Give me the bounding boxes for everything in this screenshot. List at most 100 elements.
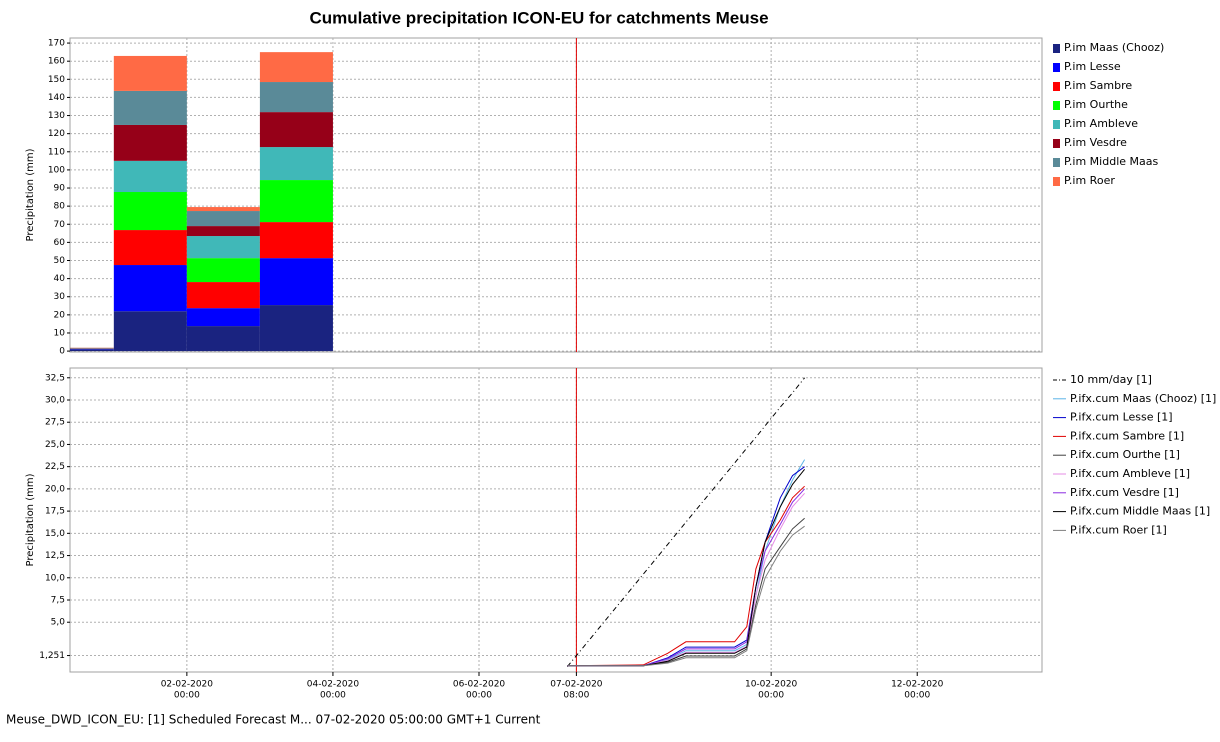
bar-segment — [113, 124, 187, 161]
bar-segment — [113, 90, 187, 125]
legend-label: 10 mm/day [1] — [1070, 373, 1152, 386]
bar-segment — [259, 222, 333, 259]
bar-segment — [186, 308, 260, 327]
x-tick-label: 00:00 — [758, 691, 784, 701]
legend-swatch — [1053, 63, 1060, 72]
y-tick-label: 7,5 — [51, 596, 65, 606]
y-tick-label: 32,5 — [45, 373, 65, 383]
bar-segment — [70, 348, 114, 350]
bar-segment — [186, 236, 260, 259]
y-tick-label: 170 — [48, 39, 65, 49]
legend-swatch — [1053, 158, 1060, 167]
bar-segment — [186, 207, 260, 212]
bar-segment — [186, 258, 260, 283]
chart-title: Cumulative precipitation ICON-EU for cat… — [309, 8, 768, 27]
y-tick-label: 25,0 — [45, 440, 65, 450]
y-tick-label: 1,251 — [39, 651, 65, 661]
legend-label: P.ifx.cum Vesdre [1] — [1070, 486, 1179, 499]
x-tick-label: 00:00 — [904, 691, 930, 701]
series-line — [567, 468, 805, 667]
legend-label: P.ifx.cum Maas (Chooz) [1] — [1070, 392, 1216, 405]
y-tick-label: 10 — [54, 328, 66, 338]
series-line — [567, 525, 805, 667]
y-tick-label: 22,5 — [45, 462, 65, 472]
x-tick-label: 08:00 — [563, 691, 589, 701]
legend-swatch — [1053, 101, 1060, 110]
y-tick-label: 27,5 — [45, 418, 65, 428]
legend-swatch — [1053, 82, 1060, 91]
y-tick-label: 5,0 — [51, 618, 66, 628]
y-tick-label: 90 — [54, 184, 66, 194]
bar-segment — [259, 112, 333, 148]
y-axis-label: Precipitation (mm) — [25, 473, 36, 566]
legend-label: P.im Ambleve — [1064, 117, 1138, 130]
bar-segment — [113, 55, 187, 91]
y-tick-label: 17,5 — [45, 507, 65, 517]
y-tick-label: 15,0 — [45, 529, 65, 539]
y-axis-label: Precipitation (mm) — [25, 148, 36, 241]
y-tick-label: 0 — [59, 347, 65, 357]
bar-segment — [259, 52, 333, 83]
legend-label: P.ifx.cum Ourthe [1] — [1070, 448, 1180, 461]
bar-segment — [186, 282, 260, 309]
legend-label: P.ifx.cum Sambre [1] — [1070, 429, 1184, 442]
legend-label: P.im Lesse — [1064, 60, 1121, 73]
y-tick-label: 30 — [54, 292, 66, 302]
y-tick-label: 40 — [54, 274, 66, 284]
x-tick-label: 00:00 — [320, 691, 346, 701]
bar-segment — [259, 258, 333, 306]
bar-segment — [113, 311, 187, 352]
series-line — [566, 377, 805, 668]
series-line — [567, 488, 805, 667]
legend-label: P.ifx.cum Lesse [1] — [1070, 411, 1173, 424]
bar-segment — [113, 160, 187, 193]
y-tick-label: 160 — [48, 57, 65, 67]
bar-segment — [259, 305, 333, 352]
y-tick-label: 60 — [54, 238, 66, 248]
bar-segment — [113, 265, 187, 312]
bar-segment — [259, 180, 333, 223]
legend-label: P.im Sambre — [1064, 79, 1132, 92]
y-tick-label: 12,5 — [45, 551, 65, 561]
x-tick-label: 10-02-2020 — [745, 680, 798, 690]
bar-segment — [113, 230, 187, 266]
bar-segment — [113, 192, 187, 231]
legend-label: P.ifx.cum Roer [1] — [1070, 523, 1167, 536]
x-tick-label: 00:00 — [466, 691, 492, 701]
legend-swatch — [1053, 44, 1060, 53]
y-tick-label: 30,0 — [45, 396, 65, 406]
y-tick-label: 70 — [54, 220, 66, 230]
y-tick-label: 10,0 — [45, 573, 65, 583]
legend-label: P.im Roer — [1064, 174, 1115, 187]
legend-swatch — [1053, 120, 1060, 129]
y-tick-label: 50 — [54, 256, 66, 266]
legend-swatch — [1053, 177, 1060, 186]
legend-label: P.im Vesdre — [1064, 136, 1127, 149]
bar-segment — [259, 147, 333, 181]
y-tick-label: 100 — [48, 165, 65, 175]
legend-label: P.ifx.cum Middle Maas [1] — [1070, 505, 1210, 518]
x-tick-label: 02-02-2020 — [161, 680, 214, 690]
bar-segment — [186, 226, 260, 237]
legend-swatch — [1053, 139, 1060, 148]
legend-label: P.im Middle Maas — [1064, 155, 1158, 168]
y-tick-label: 120 — [48, 129, 65, 139]
y-tick-label: 20,0 — [45, 484, 65, 494]
y-tick-label: 20 — [54, 310, 66, 320]
x-tick-label: 12-02-2020 — [891, 680, 944, 690]
x-tick-label: 07-02-2020 — [550, 680, 603, 690]
bar-segment — [186, 326, 260, 352]
bar-segment — [70, 349, 114, 352]
x-tick-label: 00:00 — [174, 691, 200, 701]
legend-label: P.im Ourthe — [1064, 98, 1128, 111]
legend-label: P.im Maas (Chooz) — [1064, 41, 1164, 54]
y-tick-label: 80 — [54, 202, 66, 212]
bar-segment — [186, 211, 260, 227]
legend-label: P.ifx.cum Ambleve [1] — [1070, 467, 1190, 480]
y-tick-label: 140 — [48, 93, 65, 103]
y-tick-label: 110 — [48, 147, 65, 157]
y-tick-label: 130 — [48, 111, 65, 121]
footer: Meuse_DWD_ICON_EU: [1] Scheduled Forecas… — [6, 713, 541, 727]
x-tick-label: 06-02-2020 — [453, 680, 506, 690]
